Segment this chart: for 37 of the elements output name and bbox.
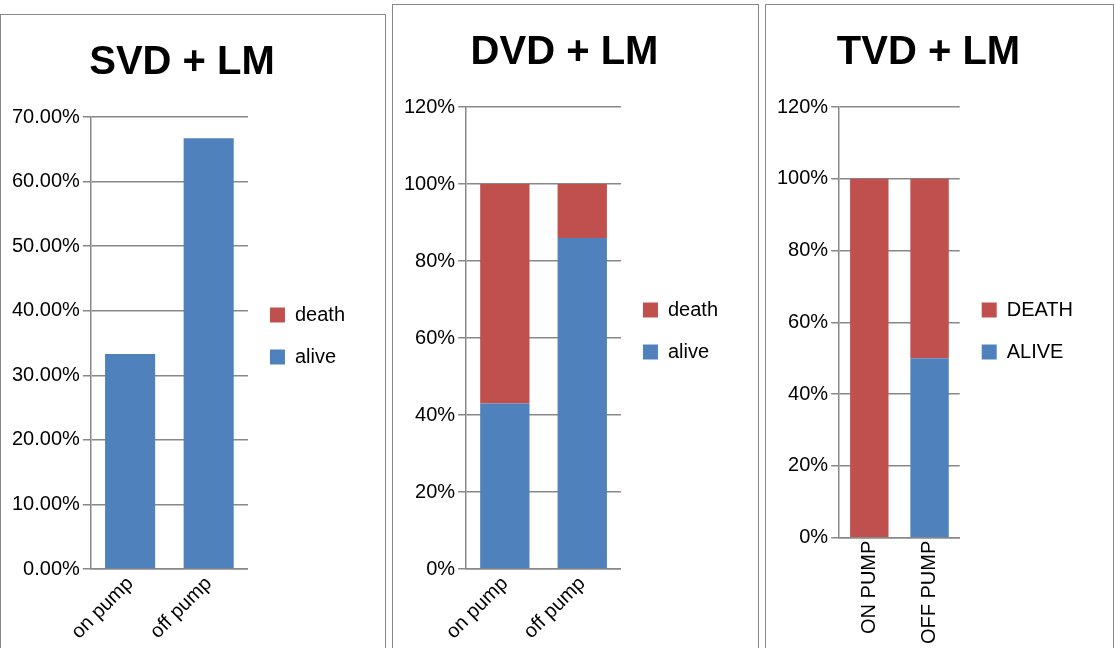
x-tick-label: ON PUMP <box>856 540 879 635</box>
y-tick-label: 40.00% <box>11 298 81 321</box>
legend-label: death <box>667 297 719 320</box>
y-tick-label: 40% <box>415 402 456 425</box>
y-tick-label: 70.00% <box>11 104 81 127</box>
y-tick-label: 0.00% <box>23 556 81 579</box>
y-tick-label: 120% <box>777 94 829 117</box>
chart-title: SVD + LM <box>89 38 275 83</box>
y-tick-label: 60% <box>415 325 456 348</box>
chart-title: TVD + LM <box>836 28 1021 73</box>
y-tick-label: 60% <box>788 309 829 332</box>
y-tick-label: 30.00% <box>11 362 81 385</box>
y-tick-label: 40% <box>788 381 829 404</box>
bar <box>557 237 607 569</box>
y-tick-label: 20% <box>415 479 456 502</box>
legend-label: ALIVE <box>1006 339 1064 362</box>
y-tick-label: 10.00% <box>11 491 81 514</box>
bar <box>480 403 530 569</box>
y-tick-label: 20% <box>788 453 829 476</box>
y-tick-label: 100% <box>404 171 456 194</box>
chart-title: DVD + LM <box>470 28 659 73</box>
y-tick-label: 80% <box>788 238 829 261</box>
y-tick-label: 50.00% <box>11 233 81 256</box>
y-tick-label: 60.00% <box>11 169 81 192</box>
y-tick-label: 120% <box>404 94 456 117</box>
legend-label: DEATH <box>1006 297 1074 320</box>
bar <box>557 184 607 238</box>
legend-label: alive <box>294 344 337 367</box>
y-tick-label: 20.00% <box>11 427 81 450</box>
y-tick-label: 80% <box>415 248 456 271</box>
legend-label: alive <box>667 339 710 362</box>
y-tick-label: 0% <box>426 556 456 579</box>
legend-label: death <box>294 302 346 325</box>
bar <box>480 184 530 404</box>
y-tick-label: 100% <box>777 166 829 189</box>
y-tick-label: 0% <box>799 525 829 548</box>
x-tick-label: OFF PUMP <box>917 540 940 645</box>
